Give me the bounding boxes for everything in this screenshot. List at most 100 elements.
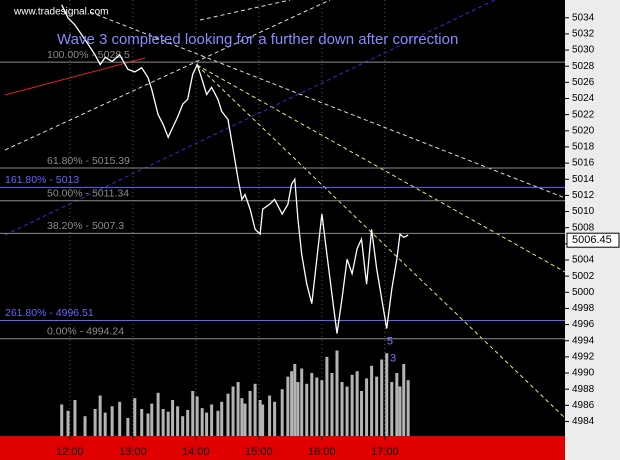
- volume-bar: [398, 386, 402, 436]
- volume-bar: [390, 382, 394, 436]
- volume-bar: [315, 377, 319, 436]
- volume-bar: [73, 400, 77, 436]
- y-tick-label: 5002: [572, 271, 595, 282]
- volume-bar: [210, 404, 214, 436]
- chart-title: Wave 3 completed looking for a further d…: [57, 31, 458, 48]
- y-tick-label: 4990: [572, 368, 595, 379]
- volume-bar: [118, 401, 122, 436]
- volume-bar: [325, 356, 329, 436]
- trend-line: [4, 57, 146, 96]
- volume-bar: [290, 371, 294, 436]
- volume-bar: [360, 391, 364, 436]
- level-label: 61.80% - 5015.39: [47, 155, 130, 167]
- volume-bar: [280, 389, 284, 436]
- price-line: [61, 4, 409, 334]
- plot-area: [0, 0, 565, 436]
- trend-line: [196, 64, 566, 419]
- volume-bar: [133, 398, 137, 436]
- y-tick-label: 5008: [572, 222, 595, 233]
- wave-label: 5: [387, 335, 393, 347]
- volume-bar: [330, 373, 334, 436]
- volume-bar: [310, 373, 314, 436]
- y-tick-label: 5022: [572, 109, 595, 120]
- wave-label: 3: [390, 352, 396, 364]
- y-tick-label: 4986: [572, 400, 595, 411]
- volume-bar: [273, 401, 277, 436]
- y-tick-label: 5000: [572, 287, 595, 298]
- source-label: www.tradesignal.com: [13, 7, 108, 18]
- level-label: 261.80% - 4996.51: [5, 307, 94, 319]
- volume-bar: [296, 382, 300, 436]
- volume-bar: [140, 409, 144, 436]
- volume-bar: [166, 411, 170, 436]
- volume-bar: [350, 374, 354, 436]
- volume-bar: [161, 409, 165, 436]
- volume-bar: [103, 412, 107, 436]
- volume-bar: [370, 365, 374, 436]
- level-label: 38.20% - 5007.3: [47, 220, 124, 232]
- y-axis-panel: [565, 0, 620, 460]
- x-tick-label: 13:00: [119, 446, 147, 458]
- y-tick-label: 4992: [572, 352, 595, 363]
- y-tick-label: 5030: [572, 45, 595, 56]
- y-tick-label: 5004: [572, 255, 595, 266]
- volume-bar: [340, 382, 344, 436]
- volume-bar: [191, 391, 195, 436]
- volume-bar: [200, 408, 204, 436]
- volume-bar: [231, 386, 235, 436]
- volume-bar: [98, 395, 102, 436]
- y-tick-label: 4984: [572, 416, 595, 427]
- volume-bar: [365, 378, 369, 436]
- y-tick-label: 4996: [572, 319, 595, 330]
- volume-bar: [110, 406, 114, 436]
- y-tick-label: 5016: [572, 158, 595, 169]
- volume-bar: [305, 383, 309, 436]
- volume-bar: [150, 403, 154, 436]
- volume-bar: [320, 380, 324, 436]
- volume-bar: [395, 373, 399, 436]
- volume-bar: [83, 416, 87, 436]
- volume-bar: [385, 353, 389, 436]
- volume-bar: [335, 350, 339, 436]
- trend-line: [89, 11, 566, 199]
- volume-bar: [181, 416, 185, 436]
- volume-bar: [268, 395, 272, 436]
- volume-bar: [258, 400, 262, 436]
- last-price-box: [566, 232, 620, 248]
- x-tick-label: 14:00: [182, 446, 210, 458]
- volume-bar: [220, 401, 224, 436]
- x-tick-label: 17:00: [371, 446, 399, 458]
- volume-bar: [195, 396, 199, 436]
- last-price-label: 5006.45: [572, 234, 612, 246]
- level-label: 50.00% - 5011.34: [47, 188, 129, 200]
- y-tick-label: 5014: [572, 174, 595, 185]
- volume-bar: [156, 392, 160, 436]
- volume-bar: [375, 376, 379, 436]
- volume-bar: [171, 400, 175, 436]
- volume-bar: [226, 393, 230, 436]
- volume-bar: [93, 409, 97, 436]
- volume-bar: [186, 409, 190, 436]
- volume-bar: [248, 391, 252, 436]
- volume-bar: [293, 364, 297, 436]
- y-tick-label: 4998: [572, 303, 595, 314]
- x-tick-label: 15:00: [245, 446, 273, 458]
- volume-bar: [300, 368, 304, 436]
- volume-bar: [345, 386, 349, 436]
- level-label: 161.80% - 5013: [5, 174, 79, 186]
- volume-bar: [243, 403, 247, 436]
- volume-bar: [216, 410, 220, 436]
- level-label: 0.00% - 4994.24: [47, 326, 124, 338]
- y-tick-label: 5032: [572, 29, 595, 40]
- volume-bar: [66, 410, 70, 436]
- volume-bar: [146, 413, 150, 436]
- y-tick-label: 5034: [572, 12, 595, 23]
- y-tick-label: 5026: [572, 77, 595, 88]
- volume-bar: [253, 383, 257, 436]
- volume-bar: [176, 406, 180, 436]
- volume-bar: [406, 380, 410, 436]
- level-label: 100.00% - 5028.5: [47, 49, 130, 61]
- y-tick-label: 5018: [572, 142, 595, 153]
